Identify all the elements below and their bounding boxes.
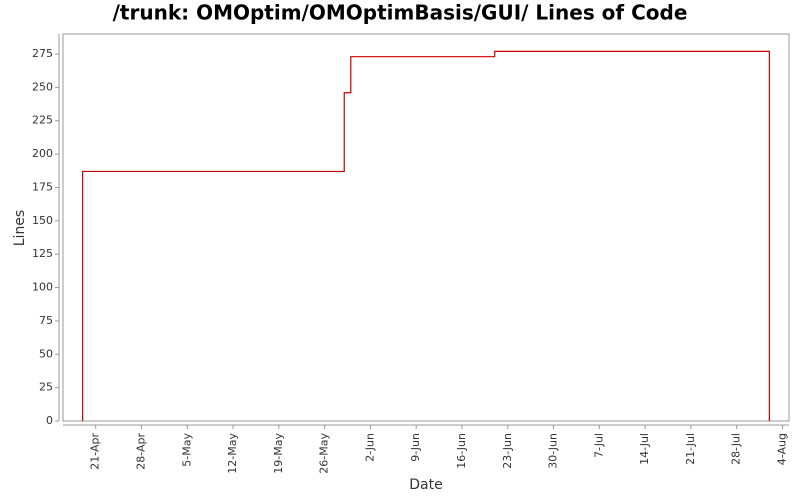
chart-title: /trunk: OMOptim/OMOptimBasis/GUI/ Lines … <box>113 1 688 25</box>
x-tick-label: 28-Apr <box>134 433 147 470</box>
plot-area <box>62 33 790 422</box>
x-tick-label: 12-May <box>226 433 239 474</box>
x-tick-label: 21-Apr <box>89 433 102 470</box>
y-tick-label: 275 <box>32 47 53 60</box>
y-tick-label: 175 <box>32 180 53 193</box>
y-tick-label: 50 <box>39 347 53 360</box>
y-axis-label: Lines <box>12 210 28 246</box>
y-tick-label: 0 <box>46 414 53 427</box>
x-tick-label: 4-Aug <box>775 433 788 465</box>
y-tick-label: 125 <box>32 247 53 260</box>
x-tick-label: 9-Jun <box>409 433 422 462</box>
x-tick-label: 23-Jun <box>501 433 514 469</box>
y-tick-label: 150 <box>32 214 53 227</box>
y-tick-label: 100 <box>32 281 53 294</box>
x-tick-label: 30-Jun <box>547 433 560 469</box>
y-tick-label: 200 <box>32 147 53 160</box>
y-tick-label: 250 <box>32 80 53 93</box>
x-tick-label: 26-May <box>318 433 331 474</box>
x-axis-label: Date <box>409 477 442 493</box>
x-tick-label: 2-Jun <box>363 433 376 462</box>
x-tick-label: 19-May <box>272 433 285 474</box>
x-tick-label: 5-May <box>180 433 193 467</box>
data-line <box>82 50 770 421</box>
x-tick-label: 21-Jul <box>684 433 697 465</box>
y-tick-label: 25 <box>39 381 53 394</box>
x-tick-label: 16-Jun <box>455 433 468 469</box>
x-tick-label: 14-Jul <box>638 433 651 465</box>
y-tick-label: 225 <box>32 114 53 127</box>
x-tick-label: 7-Jul <box>592 433 605 458</box>
y-tick-label: 75 <box>39 314 53 327</box>
x-tick-label: 28-Jul <box>730 433 743 465</box>
